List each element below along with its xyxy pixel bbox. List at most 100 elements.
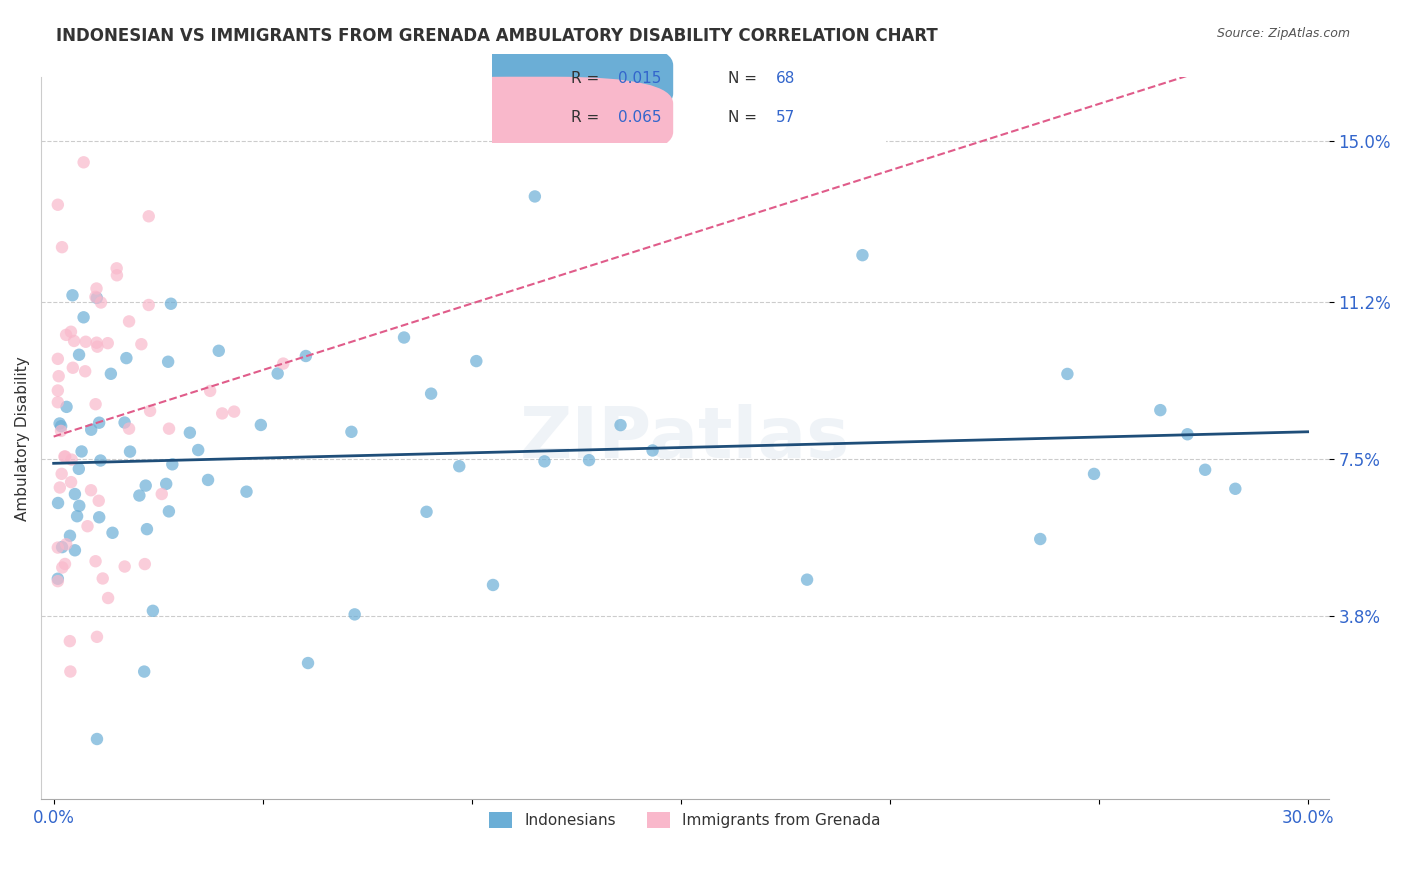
Indonesians [46,496,69,510]
Immigrants from Grenada [86,340,108,354]
Indonesians [641,443,664,458]
Immigrants from Grenada [59,325,82,339]
Immigrants from Grenada [80,483,103,498]
Immigrants from Grenada [150,487,173,501]
Indonesians [67,462,90,476]
Immigrants from Grenada [63,334,86,348]
Immigrants from Grenada [139,404,162,418]
Text: 0.015: 0.015 [619,71,661,86]
Indonesians [80,423,103,437]
Indonesians [235,484,257,499]
Indonesians [51,540,73,554]
Indonesians [1194,463,1216,477]
Indonesians [86,291,108,305]
Indonesians [340,425,363,439]
Immigrants from Grenada [60,475,83,490]
Indonesians [197,473,219,487]
Text: 68: 68 [776,71,794,86]
Immigrants from Grenada [60,452,83,467]
Indonesians [449,459,471,474]
Immigrants from Grenada [114,559,136,574]
Immigrants from Grenada [134,557,156,571]
Immigrants from Grenada [46,395,69,409]
Indonesians [160,297,183,311]
Indonesians [70,444,93,458]
Indonesians [392,330,415,344]
Immigrants from Grenada [49,424,72,438]
Immigrants from Grenada [138,298,160,312]
Indonesians [67,348,90,362]
Immigrants from Grenada [86,281,108,295]
Indonesians [482,578,505,592]
Text: R =: R = [571,71,605,86]
Indonesians [62,288,84,302]
Indonesians [266,367,288,381]
Indonesians [1056,367,1078,381]
Immigrants from Grenada [157,422,180,436]
Immigrants from Grenada [51,467,73,481]
Immigrants from Grenada [118,314,141,328]
Immigrants from Grenada [84,290,107,304]
Text: INDONESIAN VS IMMIGRANTS FROM GRENADA AMBULATORY DISABILITY CORRELATION CHART: INDONESIAN VS IMMIGRANTS FROM GRENADA AM… [56,27,938,45]
Indonesians [1083,467,1105,481]
Indonesians [48,417,70,431]
Immigrants from Grenada [48,369,70,384]
FancyBboxPatch shape [484,52,894,145]
Immigrants from Grenada [75,364,97,378]
Immigrants from Grenada [138,209,160,223]
Immigrants from Grenada [86,335,108,350]
Indonesians [250,417,273,432]
Indonesians [533,454,555,468]
Indonesians [208,343,231,358]
Indonesians [136,522,159,536]
Immigrants from Grenada [105,268,128,283]
FancyBboxPatch shape [389,38,673,120]
Indonesians [72,310,94,325]
Indonesians [297,656,319,670]
Indonesians [101,525,124,540]
Text: 0.065: 0.065 [619,111,662,125]
Indonesians [63,543,86,558]
Indonesians [135,478,157,492]
Indonesians [1149,403,1171,417]
Indonesians [179,425,201,440]
Indonesians [1029,532,1052,546]
Indonesians [59,529,82,543]
Immigrants from Grenada [87,493,110,508]
Immigrants from Grenada [271,357,294,371]
Indonesians [796,573,818,587]
Indonesians [295,349,318,363]
Immigrants from Grenada [46,351,69,366]
Immigrants from Grenada [86,630,108,644]
Legend: Indonesians, Immigrants from Grenada: Indonesians, Immigrants from Grenada [484,806,886,835]
Immigrants from Grenada [105,261,128,276]
Indonesians [46,572,69,586]
Immigrants from Grenada [59,634,82,648]
Immigrants from Grenada [97,336,120,351]
Indonesians [578,453,600,467]
Indonesians [67,499,90,513]
Immigrants from Grenada [51,560,73,574]
Indonesians [1177,427,1199,442]
Immigrants from Grenada [62,360,84,375]
Text: N =: N = [728,71,762,86]
Text: N =: N = [728,111,762,125]
Text: R =: R = [571,111,605,125]
Immigrants from Grenada [53,557,76,571]
Indonesians [89,416,111,430]
Indonesians [157,355,180,369]
Immigrants from Grenada [53,450,76,464]
Indonesians [523,189,546,203]
Immigrants from Grenada [49,481,72,495]
Immigrants from Grenada [55,327,77,342]
Indonesians [55,400,77,414]
Immigrants from Grenada [75,334,97,349]
Indonesians [343,607,366,622]
Immigrants from Grenada [46,384,69,398]
Indonesians [134,665,156,679]
Immigrants from Grenada [224,404,246,418]
Immigrants from Grenada [51,240,73,254]
Immigrants from Grenada [198,384,221,398]
Immigrants from Grenada [55,537,77,551]
Indonesians [66,509,89,524]
